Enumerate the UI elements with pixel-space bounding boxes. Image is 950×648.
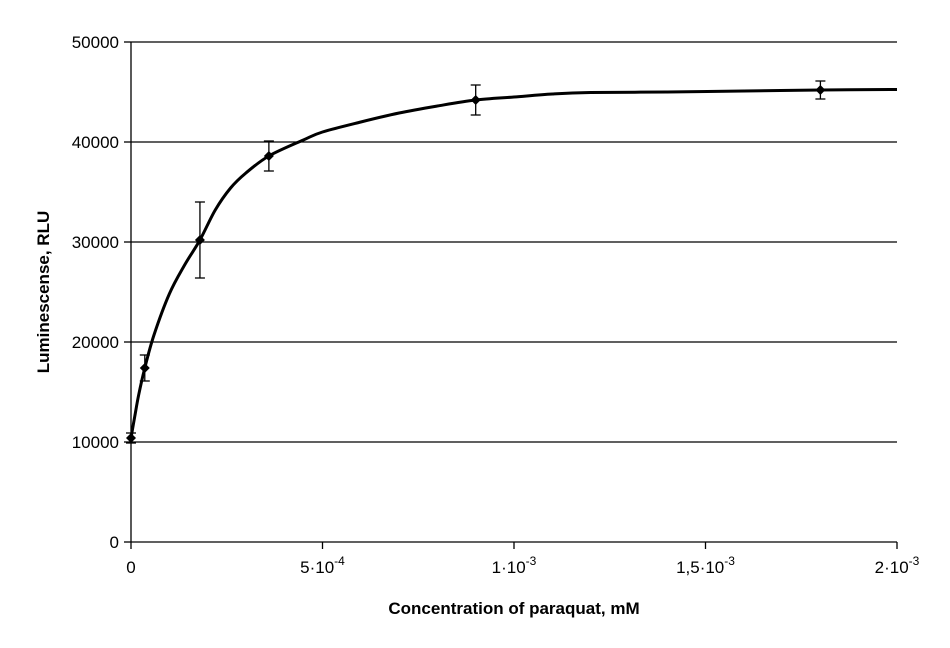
y-tick-label-20000: 20000 [72, 333, 119, 352]
fit-curve-group [129, 88, 898, 439]
data-points [126, 85, 826, 443]
data-point-2 [194, 235, 205, 245]
axes [124, 41, 898, 549]
x-tick-label-4: 2·10-3 [875, 554, 920, 577]
x-tick-label-0: 0 [126, 558, 135, 577]
y-tick-label-50000: 50000 [72, 33, 119, 52]
data-point-4 [470, 95, 481, 105]
y-tick-label-0: 0 [110, 533, 119, 552]
data-point-1 [139, 363, 150, 373]
data-point-0 [126, 433, 136, 443]
y-tick-label-40000: 40000 [72, 133, 119, 152]
fit-curve [129, 88, 898, 439]
grid-lines [131, 41, 897, 443]
x-tick-label-3: 1,5·10-3 [676, 554, 735, 577]
y-axis-title: Luminescense, RLU [34, 211, 53, 374]
x-axis-title: Concentration of paraquat, mM [388, 599, 639, 618]
x-tick-label-2: 1·10-3 [492, 554, 537, 577]
x-tick-label-1: 5·10-4 [300, 554, 345, 577]
y-tick-label-30000: 30000 [72, 233, 119, 252]
y-tick-labels: 0 10000 20000 30000 40000 50000 [72, 33, 119, 552]
data-point-3 [263, 151, 274, 161]
error-bars [126, 80, 826, 444]
y-tick-label-10000: 10000 [72, 433, 119, 452]
x-tick-labels: 0 5·10-4 1·10-3 1,5·10-3 2·10-3 [126, 554, 919, 577]
data-point-5 [815, 85, 826, 95]
